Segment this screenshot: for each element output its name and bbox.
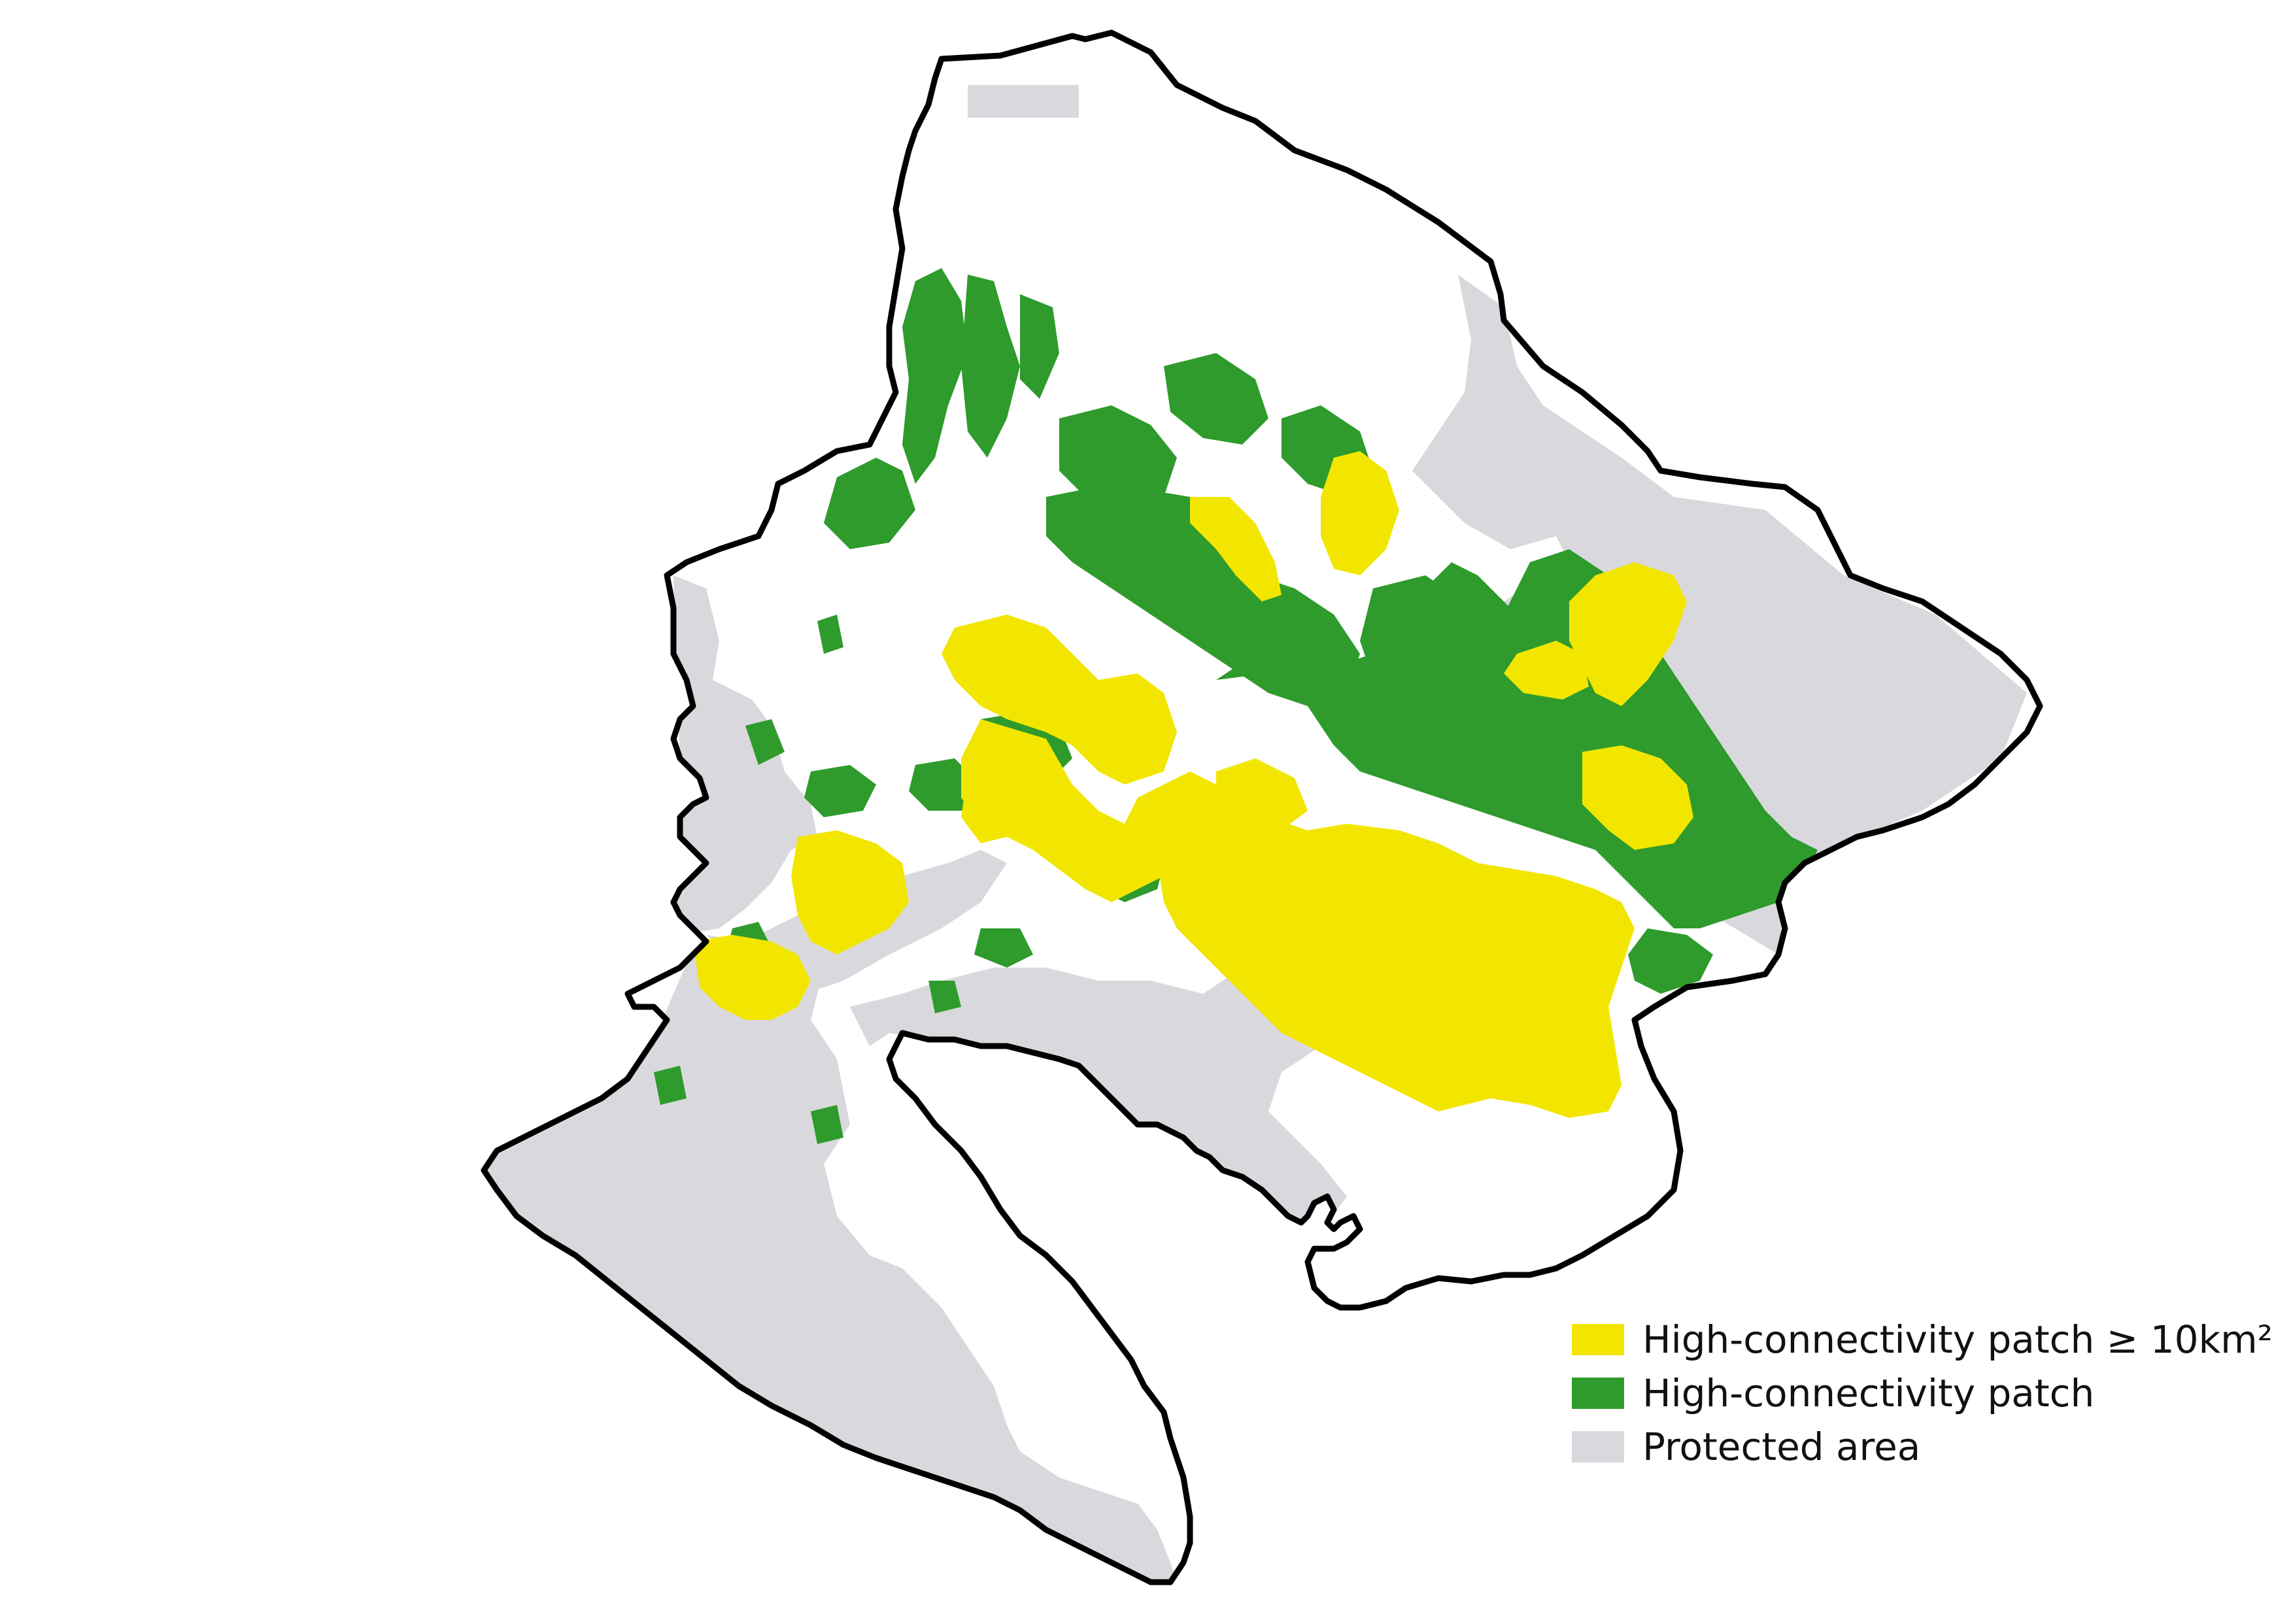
legend-label: High-connectivity patch (1642, 1371, 2095, 1415)
legend-label: Protected area (1642, 1425, 1921, 1469)
legend-swatch-yellow (1572, 1324, 1624, 1355)
legend-swatch-green (1572, 1378, 1624, 1409)
map-legend: High-connectivity patch ≥ 10km² High-con… (1572, 1314, 2273, 1475)
high-connectivity-large-patches (693, 451, 1693, 1118)
legend-swatch-grey (1572, 1431, 1624, 1463)
legend-item-large-patch: High-connectivity patch ≥ 10km² (1572, 1314, 2273, 1365)
map-layers (484, 85, 2027, 1582)
protected-areas (484, 85, 2027, 1582)
legend-item-protected-area: Protected area (1572, 1421, 2273, 1472)
legend-label: High-connectivity patch ≥ 10km² (1642, 1317, 2273, 1362)
legend-item-patch: High-connectivity patch (1572, 1368, 2273, 1419)
region-boundary (481, 29, 2043, 1585)
